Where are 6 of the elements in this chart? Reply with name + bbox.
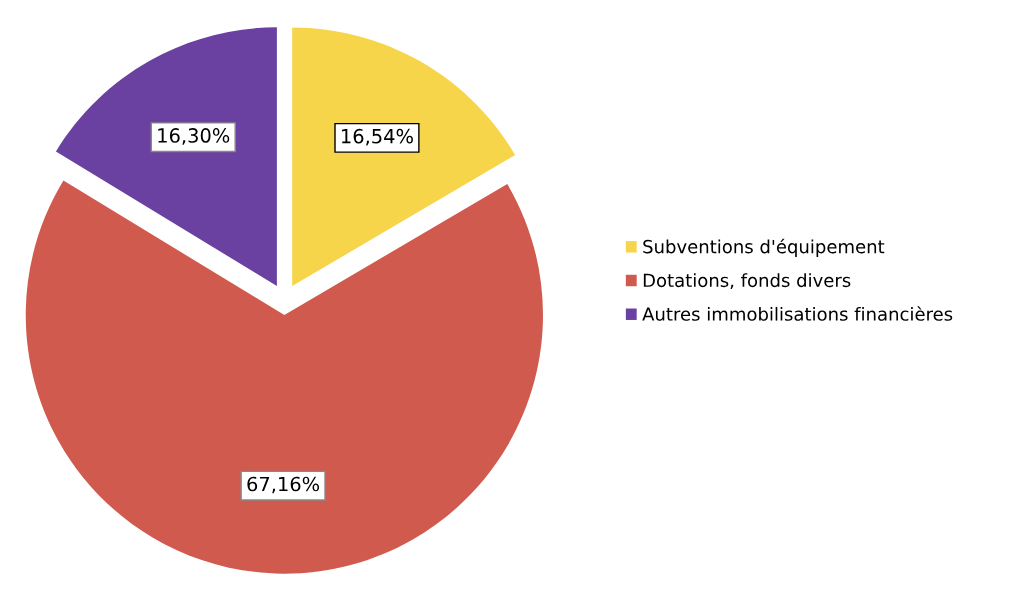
- data-label: 16,30%: [158, 128, 230, 145]
- legend-label: Autres immobilisations financières: [642, 306, 953, 321]
- legend-label: Dotations, fonds divers: [643, 273, 851, 289]
- legend-label: Subventions d'équipement: [643, 238, 885, 257]
- data-label: 67,16%: [247, 476, 320, 494]
- data-label: 16,54%: [342, 128, 413, 146]
